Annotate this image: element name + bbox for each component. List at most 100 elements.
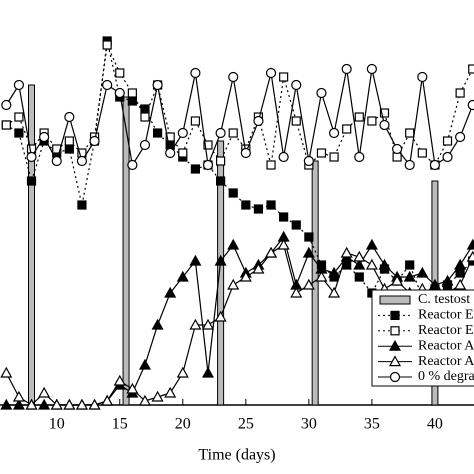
marker [165, 147, 176, 159]
marker [0, 398, 13, 410]
marker [403, 270, 416, 282]
marker [1, 99, 12, 111]
marker [278, 151, 289, 163]
marker [88, 398, 101, 410]
legend-swatch [379, 295, 411, 305]
marker [14, 128, 24, 138]
marker [228, 71, 239, 83]
marker [26, 151, 37, 163]
marker [315, 270, 328, 282]
marker [388, 339, 402, 351]
marker [353, 250, 366, 262]
marker [165, 132, 175, 142]
marker [455, 131, 466, 143]
marker [253, 204, 264, 214]
marker [115, 68, 125, 78]
x-axis-label: Time (days) [198, 447, 275, 464]
marker [379, 108, 390, 118]
marker [279, 72, 289, 82]
marker [366, 63, 377, 75]
marker [12, 390, 25, 402]
marker [228, 188, 238, 198]
marker [228, 128, 238, 138]
marker [389, 371, 401, 383]
marker [392, 152, 402, 162]
marker [0, 366, 13, 378]
marker [429, 159, 441, 171]
marker [365, 258, 378, 270]
marker [39, 131, 50, 143]
marker [190, 67, 201, 79]
marker [466, 250, 474, 262]
marker [26, 176, 37, 186]
marker [455, 88, 465, 98]
x-tick-label: 40 [427, 416, 443, 433]
marker [316, 87, 327, 99]
marker [391, 274, 404, 286]
marker [291, 220, 301, 230]
x-tick-label: 20 [175, 416, 191, 433]
marker [239, 270, 252, 282]
marker [127, 88, 137, 98]
marker [113, 374, 126, 386]
marker [13, 79, 25, 91]
marker [390, 326, 400, 336]
marker [328, 266, 341, 278]
marker [405, 128, 415, 138]
marker [405, 260, 415, 270]
marker [416, 266, 429, 278]
marker [89, 135, 100, 147]
marker [252, 262, 265, 274]
legend-label: Reactor E [418, 308, 474, 323]
legend-label: Reactor E [418, 323, 474, 338]
marker [138, 358, 151, 370]
marker [126, 382, 139, 394]
marker [404, 159, 415, 171]
marker [354, 112, 364, 122]
marker [164, 286, 177, 298]
marker [466, 238, 474, 250]
marker [152, 128, 163, 138]
marker [214, 310, 227, 322]
marker [202, 159, 214, 171]
legend-box [371, 289, 474, 387]
marker [454, 258, 467, 270]
x-tick-label: 25 [238, 416, 254, 433]
marker [302, 278, 315, 290]
bar [28, 84, 36, 406]
marker [265, 246, 278, 258]
series-line [5, 42, 474, 167]
marker [63, 398, 76, 410]
marker [441, 274, 454, 286]
x-tick-label: 35 [364, 416, 380, 433]
marker [189, 254, 202, 266]
marker [102, 40, 112, 50]
marker [354, 272, 364, 282]
marker [76, 155, 88, 167]
marker [303, 155, 314, 167]
marker [139, 139, 151, 151]
marker [64, 144, 74, 154]
marker [266, 160, 276, 170]
marker [442, 151, 453, 163]
marker [428, 278, 441, 290]
marker [442, 136, 453, 146]
marker [417, 71, 428, 83]
marker [390, 310, 400, 320]
marker [50, 398, 63, 410]
marker [455, 268, 465, 278]
marker [266, 200, 276, 210]
marker [392, 143, 403, 155]
marker [38, 398, 51, 410]
marker [189, 318, 202, 330]
marker [367, 116, 377, 126]
marker [190, 164, 200, 174]
marker [12, 398, 25, 410]
marker [216, 176, 226, 186]
x-tick-label: 30 [301, 416, 317, 433]
marker [265, 67, 277, 79]
x-tick-label: 15 [112, 416, 128, 433]
